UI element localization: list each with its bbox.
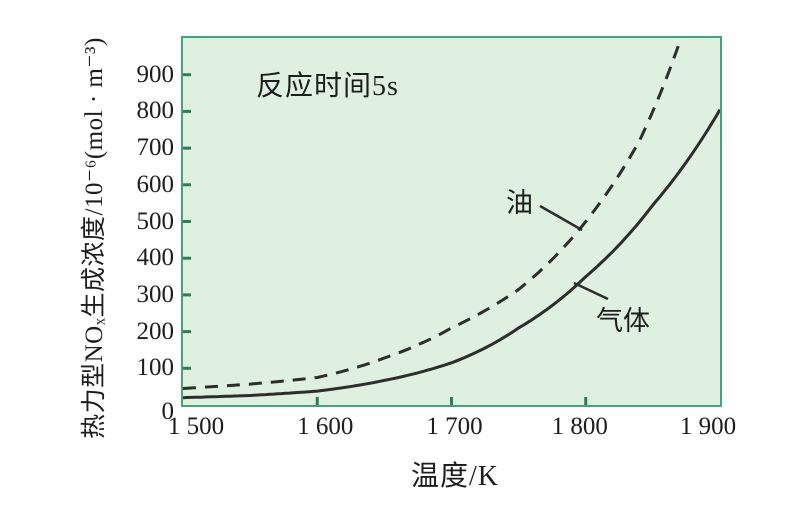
x-tick-label: 1 700 (426, 413, 483, 440)
y-tick-label: 600 (136, 170, 175, 198)
y-tick-label: 200 (136, 317, 175, 345)
x-tick-label: 1 900 (679, 413, 737, 440)
y-tick-label: 700 (136, 134, 175, 162)
y-tick-label: 400 (136, 244, 175, 272)
y-tick-label: 100 (136, 354, 175, 382)
y-tick-label: 0 (161, 398, 175, 425)
series-label-gas: 气体 (596, 306, 650, 336)
y-tick-label: 800 (136, 97, 175, 125)
x-axis-title: 温度/K (410, 461, 499, 492)
y-tick-label: 300 (136, 280, 175, 308)
x-tick-label: 1 800 (551, 413, 608, 440)
y-tick-label: 900 (136, 60, 175, 88)
x-tick-label: 1 600 (297, 413, 354, 440)
x-tick-label: 1 500 (167, 413, 225, 440)
y-tick-label: 500 (136, 207, 175, 235)
series-label-oil: 油 (506, 188, 533, 218)
reaction-time-annotation: 反应时间5s (256, 71, 399, 102)
